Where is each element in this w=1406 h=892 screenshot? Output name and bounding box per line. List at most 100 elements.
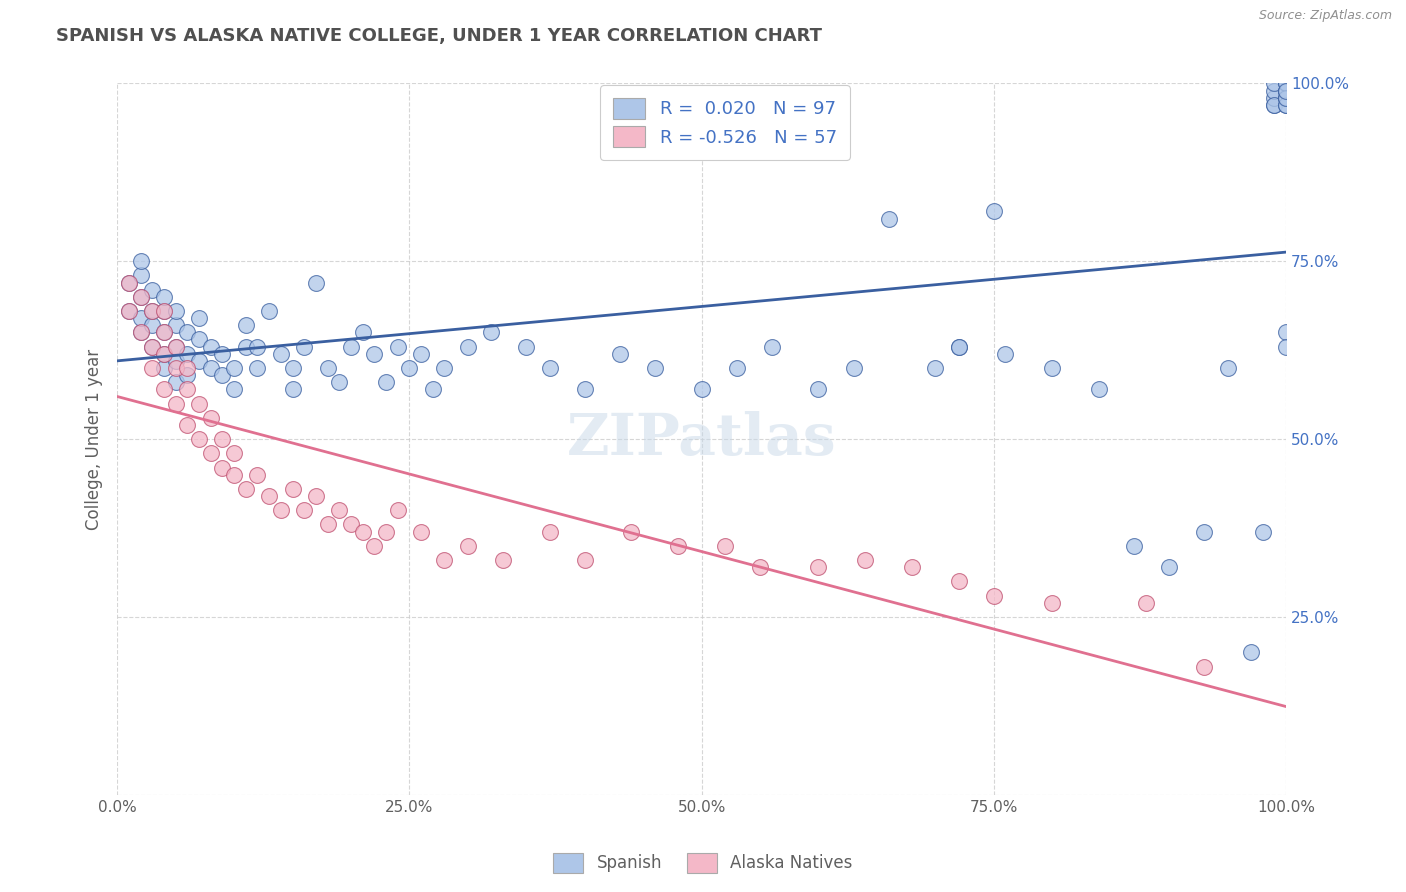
Point [118, 276, 141, 290]
Legend: Spanish, Alaska Natives: Spanish, Alaska Natives [547, 847, 859, 880]
Point [666, 539, 689, 553]
Point [141, 283, 163, 297]
Point [257, 304, 280, 318]
Point [1275, 77, 1298, 91]
Point [153, 360, 176, 375]
Point [200, 410, 222, 425]
Point [1123, 539, 1146, 553]
Point [211, 347, 233, 361]
Point [644, 360, 666, 375]
Point [842, 360, 865, 375]
Point [1263, 97, 1285, 112]
Point [457, 539, 479, 553]
Point [165, 304, 187, 318]
Point [281, 360, 304, 375]
Point [1040, 360, 1063, 375]
Point [1275, 84, 1298, 98]
Point [375, 375, 398, 389]
Point [281, 482, 304, 496]
Point [165, 360, 187, 375]
Point [1275, 84, 1298, 98]
Point [574, 382, 596, 396]
Point [714, 539, 737, 553]
Point [188, 333, 211, 347]
Legend: R =  0.020   N = 97, R = -0.526   N = 57: R = 0.020 N = 97, R = -0.526 N = 57 [600, 86, 849, 160]
Point [153, 347, 176, 361]
Point [492, 553, 515, 567]
Point [176, 347, 198, 361]
Point [222, 446, 245, 460]
Point [948, 340, 970, 354]
Point [141, 304, 163, 318]
Point [457, 340, 479, 354]
Point [1157, 560, 1180, 574]
Point [1088, 382, 1111, 396]
Point [129, 326, 152, 340]
Text: ZIPatlas: ZIPatlas [567, 411, 837, 467]
Point [609, 347, 631, 361]
Point [292, 503, 315, 517]
Point [305, 276, 328, 290]
Point [387, 503, 409, 517]
Point [176, 326, 198, 340]
Point [924, 360, 946, 375]
Point [1275, 84, 1298, 98]
Point [129, 290, 152, 304]
Point [118, 304, 141, 318]
Point [620, 524, 643, 539]
Point [141, 340, 163, 354]
Point [176, 382, 198, 396]
Point [690, 382, 713, 396]
Point [363, 539, 385, 553]
Point [200, 446, 222, 460]
Point [235, 340, 257, 354]
Point [153, 290, 176, 304]
Point [118, 304, 141, 318]
Point [211, 460, 233, 475]
Point [901, 560, 924, 574]
Point [129, 268, 152, 283]
Point [153, 326, 176, 340]
Point [176, 368, 198, 382]
Point [129, 290, 152, 304]
Point [409, 524, 432, 539]
Point [807, 560, 830, 574]
Point [422, 382, 444, 396]
Point [948, 574, 970, 589]
Point [363, 347, 385, 361]
Point [807, 382, 830, 396]
Point [305, 489, 328, 503]
Point [188, 396, 211, 410]
Point [1240, 645, 1263, 659]
Point [165, 354, 187, 368]
Point [257, 489, 280, 503]
Point [983, 204, 1005, 219]
Point [398, 360, 420, 375]
Point [211, 432, 233, 446]
Point [141, 360, 163, 375]
Point [1275, 90, 1298, 104]
Point [129, 254, 152, 268]
Point [1263, 84, 1285, 98]
Point [165, 340, 187, 354]
Point [725, 360, 748, 375]
Point [246, 360, 269, 375]
Point [340, 340, 363, 354]
Point [1263, 77, 1285, 91]
Point [316, 517, 339, 532]
Point [1192, 524, 1215, 539]
Point [153, 347, 176, 361]
Point [983, 589, 1005, 603]
Point [165, 396, 187, 410]
Point [165, 318, 187, 333]
Point [292, 340, 315, 354]
Point [211, 368, 233, 382]
Text: Source: ZipAtlas.com: Source: ZipAtlas.com [1258, 9, 1392, 22]
Point [1040, 596, 1063, 610]
Point [222, 360, 245, 375]
Point [235, 482, 257, 496]
Point [1192, 659, 1215, 673]
Point [1275, 97, 1298, 112]
Point [574, 553, 596, 567]
Point [1275, 97, 1298, 112]
